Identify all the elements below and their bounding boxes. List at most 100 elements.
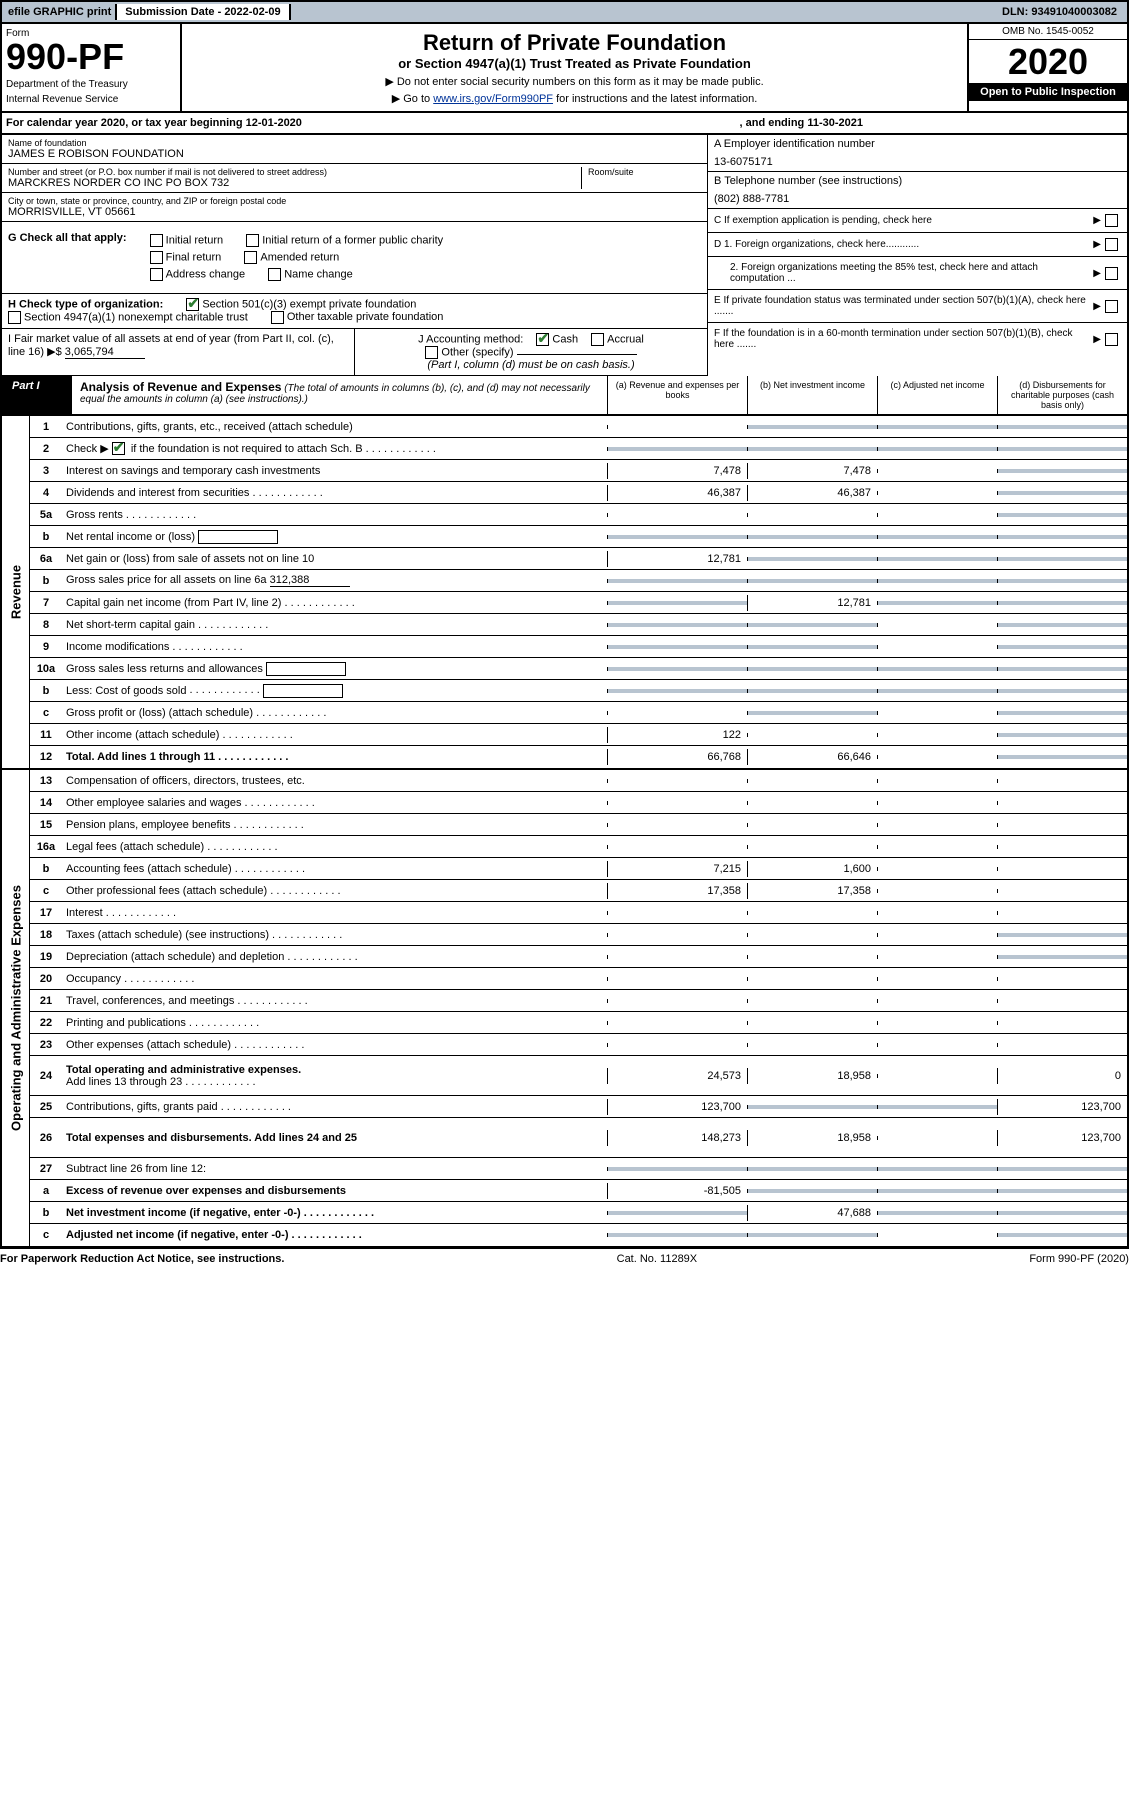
row-15: 15Pension plans, employee benefits (30, 814, 1127, 836)
form-title: Return of Private Foundation (188, 30, 961, 56)
chk-d2[interactable] (1105, 267, 1118, 280)
address: MARCKRES NORDER CO INC PO BOX 732 (8, 177, 581, 189)
omb-label: OMB No. 1545-0052 (969, 24, 1127, 40)
fmv-value: 3,065,794 (65, 346, 145, 359)
row-13: 13Compensation of officers, directors, t… (30, 770, 1127, 792)
ein: 13-6075171 (714, 156, 1121, 168)
row-10a: 10aGross sales less returns and allowanc… (30, 658, 1127, 680)
row-12: 12Total. Add lines 1 through 1166,76866,… (30, 746, 1127, 768)
chk-c[interactable] (1105, 214, 1118, 227)
row-4: 4Dividends and interest from securities4… (30, 482, 1127, 504)
c-row: C If exemption application is pending, c… (708, 209, 1127, 233)
top-bar: efile GRAPHIC print Submission Date - 20… (0, 0, 1129, 24)
form-link[interactable]: www.irs.gov/Form990PF (433, 93, 553, 105)
form-header: Form 990-PF Department of the Treasury I… (0, 24, 1129, 113)
row-5b: bNet rental income or (loss) (30, 526, 1127, 548)
row-16a: 16aLegal fees (attach schedule) (30, 836, 1127, 858)
f-row: F If the foundation is in a 60-month ter… (708, 323, 1127, 355)
row-9: 9Income modifications (30, 636, 1127, 658)
form-subtitle: or Section 4947(a)(1) Trust Treated as P… (188, 56, 961, 71)
d2-row: 2. Foreign organizations meeting the 85%… (708, 257, 1127, 290)
row-21: 21Travel, conferences, and meetings (30, 990, 1127, 1012)
part1-header: Part I Analysis of Revenue and Expenses … (0, 376, 1129, 416)
row-22: 22Printing and publications (30, 1012, 1127, 1034)
part1-label: Part I (2, 376, 72, 414)
chk-f[interactable] (1105, 333, 1118, 346)
city-row: City or town, state or province, country… (2, 193, 707, 222)
row-16c: cOther professional fees (attach schedul… (30, 880, 1127, 902)
chk-accrual[interactable] (591, 333, 604, 346)
footer-left: For Paperwork Reduction Act Notice, see … (0, 1253, 284, 1265)
name-row: Name of foundation JAMES E ROBISON FOUND… (2, 135, 707, 164)
chk-d1[interactable] (1105, 238, 1118, 251)
i-section: I Fair market value of all assets at end… (2, 329, 355, 375)
footer-mid: Cat. No. 11289X (617, 1253, 698, 1265)
chk-address[interactable] (150, 268, 163, 281)
row-18: 18Taxes (attach schedule) (see instructi… (30, 924, 1127, 946)
d1-row: D 1. Foreign organizations, check here..… (708, 233, 1127, 257)
submission-date: Submission Date - 2022-02-09 (115, 4, 290, 20)
chk-e[interactable] (1105, 300, 1118, 313)
chk-501c3[interactable] (186, 298, 199, 311)
row-10b: bLess: Cost of goods sold (30, 680, 1127, 702)
row-27b: bNet investment income (if negative, ent… (30, 1202, 1127, 1224)
row-11: 11Other income (attach schedule)122 (30, 724, 1127, 746)
expenses-table: Operating and Administrative Expenses 13… (0, 770, 1129, 1248)
footer: For Paperwork Reduction Act Notice, see … (0, 1248, 1129, 1269)
row-3: 3Interest on savings and temporary cash … (30, 460, 1127, 482)
dln-label: DLN: 93491040003082 (994, 6, 1125, 18)
row-1: 1Contributions, gifts, grants, etc., rec… (30, 416, 1127, 438)
row-27c: cAdjusted net income (if negative, enter… (30, 1224, 1127, 1246)
row-20: 20Occupancy (30, 968, 1127, 990)
j-section: J Accounting method: Cash Accrual Other … (355, 329, 707, 375)
ein-row: A Employer identification number 13-6075… (708, 135, 1127, 172)
chk-other-acct[interactable] (425, 346, 438, 359)
e-row: E If private foundation status was termi… (708, 290, 1127, 323)
calyear-text: For calendar year 2020, or tax year begi… (6, 117, 302, 129)
row-16b: bAccounting fees (attach schedule)7,2151… (30, 858, 1127, 880)
row-14: 14Other employee salaries and wages (30, 792, 1127, 814)
h-row: H Check type of organization: Section 50… (2, 294, 707, 329)
col-b-hdr: (b) Net investment income (747, 376, 877, 414)
row-19: 19Depreciation (attach schedule) and dep… (30, 946, 1127, 968)
col-a-hdr: (a) Revenue and expenses per books (607, 376, 747, 414)
info-block: Name of foundation JAMES E ROBISON FOUND… (0, 135, 1129, 376)
column-headers: (a) Revenue and expenses per books (b) N… (607, 376, 1127, 414)
chk-schb[interactable] (112, 442, 125, 455)
info-left: Name of foundation JAMES E ROBISON FOUND… (2, 135, 707, 376)
row-17: 17Interest (30, 902, 1127, 924)
chk-final[interactable] (150, 251, 163, 264)
open-public: Open to Public Inspection (969, 83, 1127, 101)
chk-cash[interactable] (536, 333, 549, 346)
calyear-ending: , and ending 11-30-2021 (740, 117, 864, 129)
irs-label: Internal Revenue Service (6, 94, 176, 105)
calendar-year-row: For calendar year 2020, or tax year begi… (0, 113, 1129, 135)
phone: (802) 888-7781 (714, 193, 1121, 205)
row-10c: cGross profit or (loss) (attach schedule… (30, 702, 1127, 724)
i-j-block: I Fair market value of all assets at end… (2, 329, 707, 376)
header-left: Form 990-PF Department of the Treasury I… (2, 24, 182, 111)
g-checks: G Check all that apply: Initial return I… (2, 222, 707, 294)
row-8: 8Net short-term capital gain (30, 614, 1127, 636)
chk-other-tax[interactable] (271, 311, 284, 324)
row-2: 2Check ▶ if the foundation is not requir… (30, 438, 1127, 460)
row-23: 23Other expenses (attach schedule) (30, 1034, 1127, 1056)
info-right: A Employer identification number 13-6075… (707, 135, 1127, 376)
footer-right: Form 990-PF (2020) (1029, 1253, 1129, 1265)
header-right: OMB No. 1545-0052 2020 Open to Public In… (967, 24, 1127, 111)
part1-title: Analysis of Revenue and Expenses (The to… (72, 376, 607, 414)
tax-year: 2020 (969, 40, 1127, 83)
chk-initial[interactable] (150, 234, 163, 247)
row-6a: 6aNet gain or (loss) from sale of assets… (30, 548, 1127, 570)
col-d-hdr: (d) Disbursements for charitable purpose… (997, 376, 1127, 414)
city: MORRISVILLE, VT 05661 (8, 206, 701, 218)
chk-initial-public[interactable] (246, 234, 259, 247)
header-mid: Return of Private Foundation or Section … (182, 24, 967, 111)
foundation-name: JAMES E ROBISON FOUNDATION (8, 148, 701, 160)
dept-label: Department of the Treasury (6, 79, 176, 90)
chk-amended[interactable] (244, 251, 257, 264)
chk-4947[interactable] (8, 311, 21, 324)
note-ssn: ▶ Do not enter social security numbers o… (188, 75, 961, 88)
chk-name[interactable] (268, 268, 281, 281)
note-link: ▶ Go to www.irs.gov/Form990PF for instru… (188, 92, 961, 105)
